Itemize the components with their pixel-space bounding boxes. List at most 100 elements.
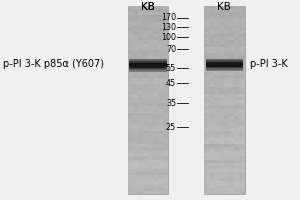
- Bar: [209, 185, 214, 188]
- Bar: [153, 125, 158, 128]
- Bar: [204, 131, 244, 134]
- Bar: [128, 50, 168, 53]
- Bar: [133, 97, 138, 100]
- Bar: [204, 178, 244, 181]
- Bar: [128, 62, 133, 66]
- Bar: [143, 31, 148, 34]
- Bar: [133, 125, 138, 128]
- Bar: [204, 156, 244, 160]
- Bar: [239, 81, 244, 84]
- Bar: [143, 87, 148, 91]
- Bar: [234, 131, 239, 134]
- Bar: [158, 103, 163, 106]
- Bar: [204, 59, 209, 62]
- Bar: [209, 69, 214, 72]
- Bar: [158, 188, 163, 191]
- Bar: [138, 122, 143, 125]
- Bar: [209, 125, 214, 128]
- Bar: [229, 169, 234, 172]
- Bar: [133, 185, 138, 188]
- Bar: [209, 97, 214, 100]
- Bar: [209, 191, 214, 194]
- Bar: [204, 25, 209, 28]
- Bar: [153, 191, 158, 194]
- Bar: [128, 72, 133, 75]
- Bar: [153, 119, 158, 122]
- Bar: [206, 66, 243, 67]
- Bar: [138, 188, 143, 191]
- Bar: [234, 160, 239, 163]
- Bar: [143, 131, 148, 134]
- Bar: [229, 19, 234, 22]
- Bar: [224, 122, 229, 125]
- Bar: [163, 113, 168, 116]
- Bar: [229, 44, 234, 47]
- Bar: [219, 169, 224, 172]
- Bar: [138, 175, 143, 178]
- Bar: [239, 53, 244, 56]
- Bar: [128, 34, 168, 37]
- Bar: [214, 178, 219, 181]
- Bar: [204, 172, 209, 175]
- Bar: [138, 131, 143, 134]
- Bar: [229, 119, 234, 122]
- Bar: [209, 113, 214, 116]
- Bar: [153, 178, 158, 181]
- Bar: [128, 150, 168, 153]
- Bar: [143, 150, 148, 153]
- Bar: [163, 169, 168, 172]
- Bar: [229, 128, 234, 131]
- Bar: [163, 40, 168, 44]
- Bar: [153, 44, 158, 47]
- Bar: [219, 97, 224, 100]
- Bar: [148, 191, 153, 194]
- Bar: [163, 44, 168, 47]
- Bar: [229, 175, 234, 178]
- Bar: [224, 181, 229, 185]
- Bar: [214, 37, 219, 40]
- Bar: [229, 163, 234, 166]
- Bar: [209, 103, 214, 106]
- Bar: [209, 122, 214, 125]
- Bar: [158, 122, 163, 125]
- Bar: [204, 22, 209, 25]
- Bar: [143, 69, 148, 72]
- Bar: [204, 116, 244, 119]
- Bar: [214, 147, 219, 150]
- Bar: [158, 153, 163, 156]
- Bar: [128, 87, 168, 91]
- Bar: [143, 72, 148, 75]
- Bar: [229, 84, 234, 87]
- Bar: [219, 31, 224, 34]
- Bar: [128, 69, 133, 72]
- Bar: [204, 169, 209, 172]
- Bar: [128, 169, 168, 172]
- Bar: [148, 31, 153, 34]
- Bar: [204, 53, 244, 56]
- Bar: [214, 156, 219, 160]
- Bar: [148, 100, 153, 103]
- Bar: [209, 53, 214, 56]
- Bar: [138, 84, 143, 87]
- Bar: [204, 84, 209, 87]
- Bar: [229, 100, 234, 103]
- Bar: [133, 169, 138, 172]
- Bar: [133, 147, 138, 150]
- Text: 170: 170: [161, 14, 176, 22]
- Bar: [148, 150, 153, 153]
- Bar: [133, 12, 138, 15]
- Bar: [219, 175, 224, 178]
- Bar: [204, 44, 209, 47]
- Bar: [128, 147, 133, 150]
- Bar: [138, 22, 143, 25]
- Bar: [128, 175, 133, 178]
- Bar: [204, 97, 244, 100]
- Bar: [214, 160, 219, 163]
- Text: 55: 55: [166, 64, 176, 73]
- Bar: [163, 56, 168, 59]
- Bar: [153, 62, 158, 66]
- Bar: [214, 78, 219, 81]
- Bar: [128, 103, 168, 106]
- Bar: [128, 31, 168, 34]
- Bar: [128, 75, 133, 78]
